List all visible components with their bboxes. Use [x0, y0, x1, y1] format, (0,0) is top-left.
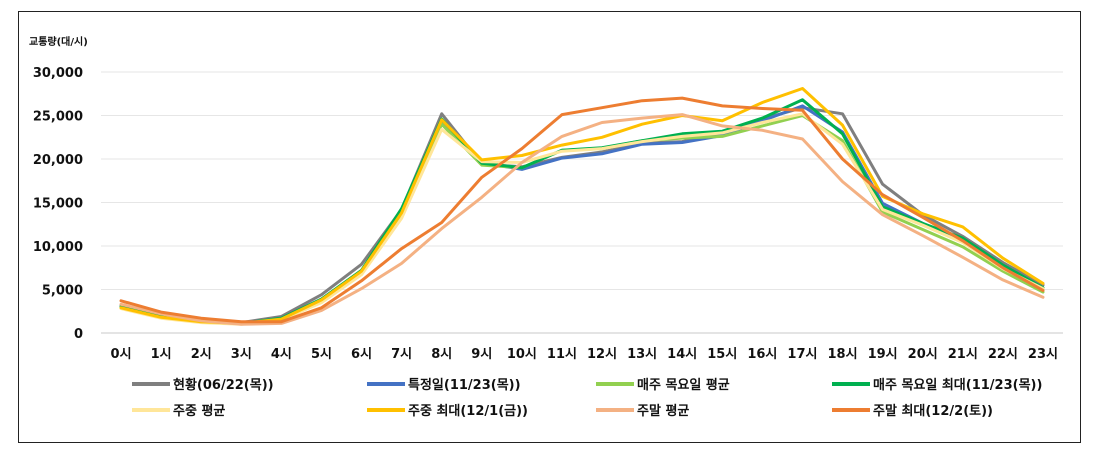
x-tick-label: 9시 [471, 347, 492, 362]
x-tick-label: 6시 [351, 347, 372, 362]
legend-label-3: 매주 목요일 평균 [637, 377, 730, 393]
series-line-8 [119, 96, 1045, 324]
x-tick-label: 15시 [707, 347, 737, 362]
x-tick-label: 2시 [191, 347, 212, 362]
y-tick-label: 5,000 [42, 284, 83, 299]
legend: 현황(06/22(목)) 특정일(11/23(목)) 매주 목요일 평균 매주 목요일… [132, 377, 1042, 419]
series-line-7 [119, 113, 1045, 326]
y-tick-label: 0 [74, 327, 83, 342]
x-tick-label: 7시 [391, 347, 412, 362]
chart-frame: 교통량(대/시) 0 5,000 10,000 15,000 20,000 25,000 3… [18, 11, 1081, 443]
x-tick-label: 12시 [587, 347, 617, 362]
legend-label-5: 주중 평균 [173, 403, 225, 419]
x-tick-label: 8시 [431, 347, 452, 362]
y-tick-label: 20,000 [33, 153, 83, 168]
traffic-line-chart: 교통량(대/시) 0 5,000 10,000 15,000 20,000 25,000 3… [29, 35, 1063, 419]
legend-label-6: 주중 최대(12/1(금)) [408, 404, 528, 419]
x-tick-label: 18시 [828, 347, 858, 362]
x-tick-label: 10시 [507, 347, 537, 362]
x-tick-label: 22시 [988, 347, 1018, 362]
x-tick-label: 21시 [948, 347, 978, 362]
y-tick-label: 15,000 [33, 197, 83, 212]
legend-label-4: 매주 목요일 최대(11/23(목)) [873, 378, 1042, 393]
x-tick-label: 17시 [787, 347, 817, 362]
y-axis-ticks: 0 5,000 10,000 15,000 20,000 25,000 30,000 [33, 66, 83, 342]
x-tick-label: 5시 [311, 347, 332, 362]
x-axis-ticks: 0시 1시 2시 3시 4시 5시 6시 7시 8시 9시 10시 11시 12시 13시 14시 15시 16… [111, 347, 1058, 362]
gridlines [101, 71, 1063, 334]
x-tick-label: 23시 [1028, 347, 1058, 362]
series-lines [119, 87, 1045, 326]
y-tick-label: 10,000 [33, 240, 83, 255]
y-axis-unit-label: 교통량(대/시) [29, 35, 88, 48]
y-tick-label: 25,000 [33, 110, 83, 125]
x-tick-label: 14시 [667, 347, 697, 362]
x-tick-label: 0시 [111, 347, 132, 362]
legend-label-2: 특정일(11/23(목)) [408, 377, 521, 393]
legend-label-1: 현황(06/22(목)) [173, 377, 274, 393]
x-tick-label: 4시 [271, 347, 292, 362]
x-tick-label: 3시 [231, 347, 252, 362]
series-line-5 [119, 112, 1045, 326]
x-tick-label: 13시 [627, 347, 657, 362]
x-tick-label: 16시 [747, 347, 777, 362]
x-tick-label: 20시 [908, 347, 938, 362]
legend-label-8: 주말 최대(12/2(토)) [873, 404, 993, 419]
y-tick-label: 30,000 [33, 66, 83, 81]
legend-label-7: 주말 평균 [637, 403, 689, 419]
x-tick-label: 1시 [151, 347, 172, 362]
x-tick-label: 11시 [547, 347, 577, 362]
x-tick-label: 19시 [868, 347, 898, 362]
